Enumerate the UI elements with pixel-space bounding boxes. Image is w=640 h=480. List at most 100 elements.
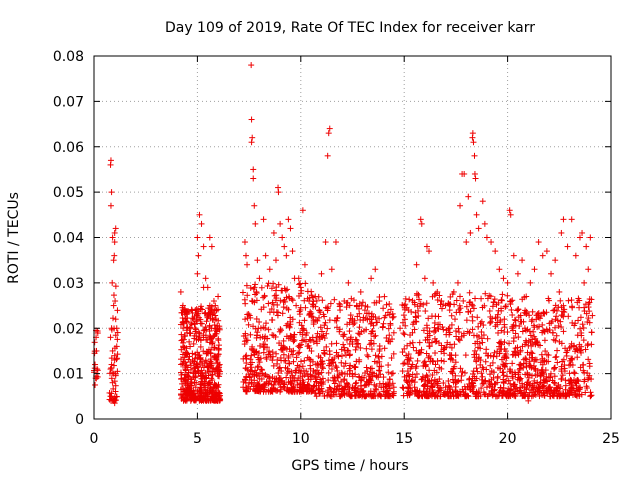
data-point — [417, 216, 424, 223]
data-point — [210, 333, 217, 340]
data-point — [473, 211, 480, 218]
data-point — [483, 234, 490, 241]
data-point — [244, 261, 251, 268]
data-point — [205, 372, 212, 379]
data-point — [304, 354, 311, 361]
data-point — [200, 332, 207, 339]
data-point — [379, 324, 386, 331]
data-point — [275, 309, 282, 316]
data-point — [515, 334, 522, 341]
data-point — [504, 279, 511, 286]
data-point — [194, 349, 201, 356]
data-point — [298, 358, 305, 365]
data-point — [197, 343, 204, 350]
data-point — [249, 134, 256, 141]
data-point — [380, 320, 387, 327]
data-point — [211, 344, 218, 351]
data-point — [454, 279, 461, 286]
y-tick-label: 0.06 — [53, 140, 84, 156]
data-point — [283, 252, 290, 259]
data-point — [483, 346, 490, 353]
data-point — [114, 336, 121, 343]
data-point — [256, 318, 263, 325]
data-point — [178, 392, 185, 399]
data-point — [209, 393, 216, 400]
data-point — [198, 220, 205, 227]
data-point — [389, 370, 396, 377]
data-point — [553, 353, 560, 360]
data-point — [499, 291, 506, 298]
data-point — [270, 280, 277, 287]
data-point — [214, 359, 221, 366]
data-point — [509, 360, 516, 367]
data-point — [535, 239, 542, 246]
data-point — [552, 337, 559, 344]
data-point — [178, 331, 185, 338]
data-point — [344, 336, 351, 343]
data-point — [109, 315, 116, 322]
data-point — [91, 339, 98, 346]
data-point — [326, 125, 333, 132]
data-point — [196, 387, 203, 394]
data-point — [208, 243, 215, 250]
data-point — [114, 351, 121, 358]
data-point — [277, 297, 284, 304]
data-point — [585, 266, 592, 273]
data-point — [539, 252, 546, 259]
data-point — [508, 306, 515, 313]
data-point — [107, 202, 114, 209]
data-point — [109, 279, 116, 286]
data-point — [457, 202, 464, 209]
data-point — [111, 252, 118, 259]
data-point — [185, 356, 192, 363]
data-point — [586, 360, 593, 367]
data-point — [457, 293, 464, 300]
data-point — [269, 317, 276, 324]
data-point — [471, 347, 478, 354]
data-point — [368, 275, 375, 282]
data-point — [251, 202, 258, 209]
data-point — [338, 359, 345, 366]
data-point — [211, 380, 218, 387]
data-point — [331, 296, 338, 303]
data-point — [178, 356, 185, 363]
data-point — [439, 305, 446, 312]
data-point — [487, 362, 494, 369]
data-point — [112, 382, 119, 389]
data-point — [198, 303, 205, 310]
data-point — [298, 341, 305, 348]
data-point — [215, 293, 222, 300]
data-point — [281, 243, 288, 250]
data-point — [181, 354, 188, 361]
data-point — [529, 316, 536, 323]
data-point — [565, 297, 572, 304]
data-point — [200, 284, 207, 291]
data-point — [252, 220, 259, 227]
data-point — [206, 379, 213, 386]
data-point — [318, 270, 325, 277]
data-point — [185, 369, 192, 376]
data-point — [583, 243, 590, 250]
data-point — [247, 331, 254, 338]
data-point — [564, 243, 571, 250]
data-point — [504, 292, 511, 299]
data-point — [487, 318, 494, 325]
data-point — [110, 302, 117, 309]
data-point — [272, 257, 279, 264]
data-point — [206, 384, 213, 391]
data-point — [340, 331, 347, 338]
data-point — [491, 296, 498, 303]
data-point — [304, 288, 311, 295]
data-point — [478, 318, 485, 325]
data-point — [357, 288, 364, 295]
y-tick-label: 0.02 — [53, 321, 84, 337]
data-point — [276, 328, 283, 335]
data-point — [215, 335, 222, 342]
data-point — [494, 375, 501, 382]
data-point — [194, 270, 201, 277]
data-point — [263, 320, 270, 327]
data-point — [248, 116, 255, 123]
data-point — [296, 349, 303, 356]
data-point — [410, 344, 417, 351]
data-point — [350, 297, 357, 304]
